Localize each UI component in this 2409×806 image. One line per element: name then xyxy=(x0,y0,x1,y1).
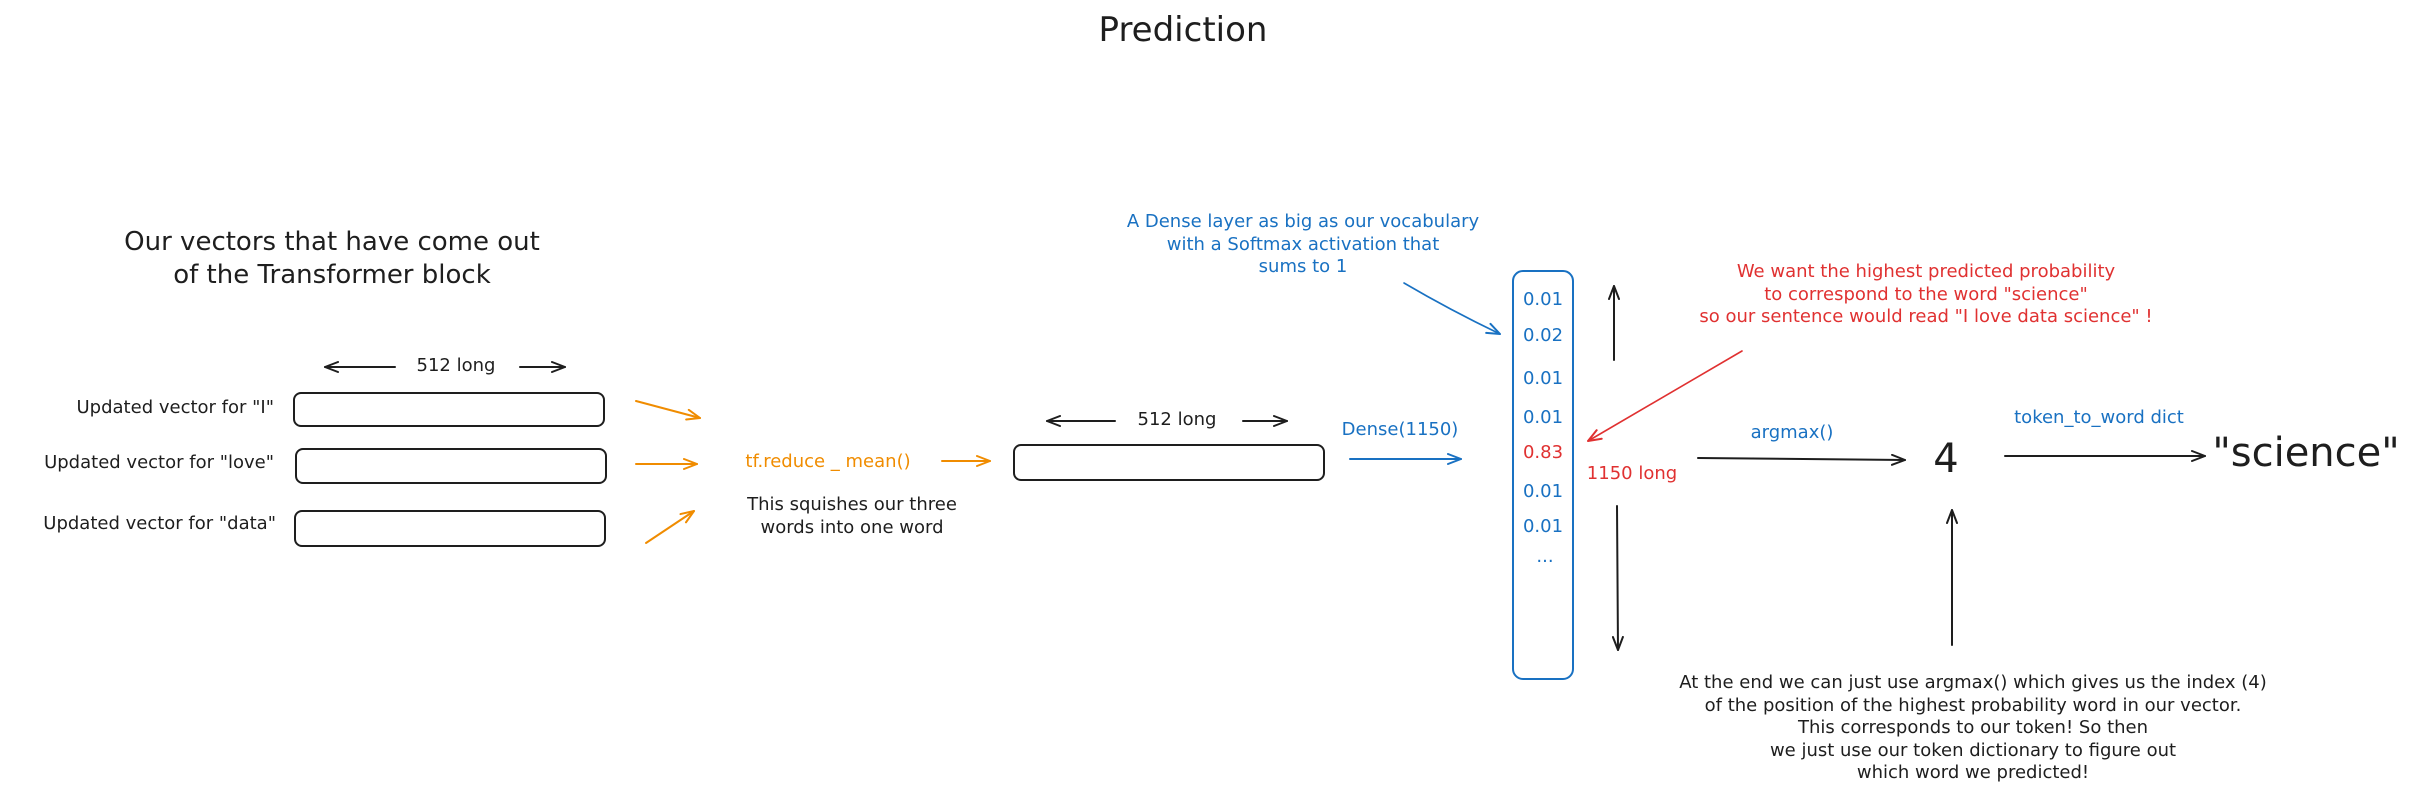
vector-label-data: Updated vector for "data" xyxy=(43,513,276,534)
argmax-arrow xyxy=(1697,453,1906,466)
vector-i-to-reduce-arrow xyxy=(635,400,701,421)
vector-length-label: 512 long xyxy=(416,355,496,376)
vector-data-to-reduce-arrow xyxy=(645,510,695,544)
probability-value: 0.01 xyxy=(1522,481,1564,502)
explanation-line-4: we just use our token dictionary to figu… xyxy=(1769,739,2177,761)
dense-note: A Dense layer as big as our vocabulary w… xyxy=(1127,211,1479,279)
dense-note-line-3: sums to 1 xyxy=(1258,256,1348,277)
probability-value: 0.02 xyxy=(1522,325,1564,346)
dense-note-line-2: with a Softmax activation that xyxy=(1166,233,1440,255)
explanation-line-2: of the position of the highest probabili… xyxy=(1704,694,2242,716)
vector-box-love xyxy=(295,448,607,484)
mean-vector-length-label: 512 long xyxy=(1137,409,1217,430)
vectors-heading-line-1: Our vectors that have come out xyxy=(124,227,540,257)
probability-value-highest: 0.83 xyxy=(1522,442,1564,463)
vector-box-data xyxy=(294,510,606,547)
vectors-heading-line-2: of the Transformer block xyxy=(173,259,491,290)
explanation-line-3: This corresponds to our token! So then xyxy=(1797,717,2149,738)
target-note-line-2: to correspond to the word "science" xyxy=(1764,283,2088,305)
vectors-heading: Our vectors that have come out of the Tr… xyxy=(124,226,540,291)
probability-vector-box xyxy=(1512,270,1574,680)
vector-label-love: Updated vector for "love" xyxy=(44,452,274,473)
dense-note-arrow xyxy=(1403,282,1501,335)
vector-box-i xyxy=(293,392,605,427)
lookup-label: token_to_word dict xyxy=(2014,407,2184,428)
mean-vector-box xyxy=(1013,444,1325,481)
reduce-mean-label: tf.reduce _ mean() xyxy=(745,451,911,472)
dense-note-line-1: A Dense layer as big as our vocabulary xyxy=(1126,211,1480,232)
target-note-line-3: so our sentence would read "I love data … xyxy=(1699,306,2153,327)
argmax-label: argmax() xyxy=(1750,422,1834,443)
explanation-line-5: which word we predicted! xyxy=(1856,762,2090,783)
probability-value: 0.01 xyxy=(1522,289,1564,310)
target-note: We want the highest predicted probabilit… xyxy=(1699,261,2152,329)
dense-label: Dense(1150) xyxy=(1341,419,1459,440)
probability-value: 0.01 xyxy=(1522,407,1564,428)
length-arrow-down xyxy=(1611,505,1624,651)
probability-value: 0.01 xyxy=(1522,516,1564,537)
explanation-note: At the end we can just use argmax() whic… xyxy=(1679,672,2267,785)
dense-length-label: 1150 long xyxy=(1586,463,1678,484)
probability-ellipsis: ... xyxy=(1536,546,1554,567)
highest-probability-arrow xyxy=(1587,350,1743,442)
reduce-caption-line-2: words into one word xyxy=(760,516,944,538)
predicted-word: "science" xyxy=(2212,430,2400,476)
vector-label-i: Updated vector for "I" xyxy=(76,397,275,418)
page-title: Prediction xyxy=(1098,10,1268,50)
target-note-line-1: We want the highest predicted probabilit… xyxy=(1736,261,2116,282)
reduce-caption: This squishes our three words into one w… xyxy=(747,494,957,539)
reduce-caption-line-1: This squishes our three xyxy=(747,494,957,515)
probability-value: 0.01 xyxy=(1522,368,1564,389)
explanation-line-1: At the end we can just use argmax() whic… xyxy=(1679,672,2267,693)
argmax-result: 4 xyxy=(1933,436,1959,482)
